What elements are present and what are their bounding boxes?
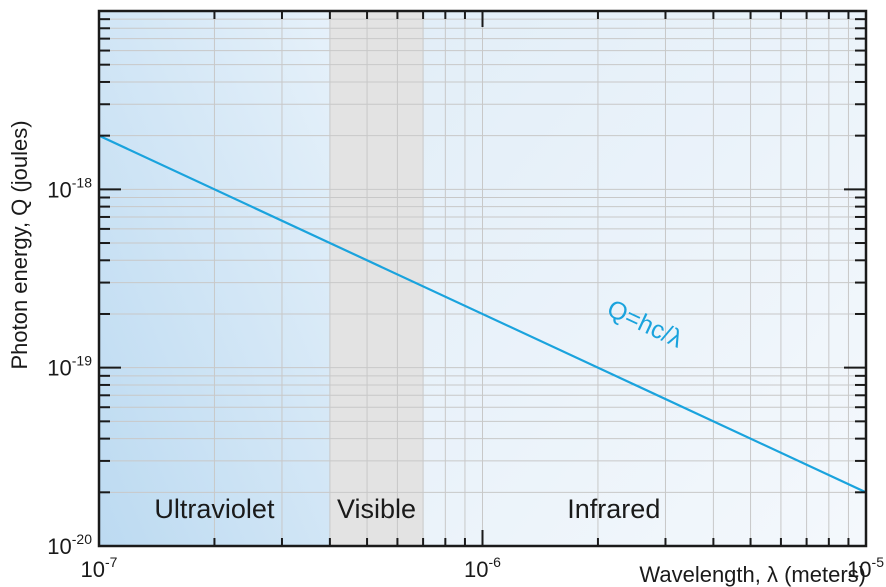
labels-layer: Wavelength, λ (meters) Photon energy, Q …	[7, 120, 884, 587]
y-tick-label: 10-20	[47, 531, 92, 559]
x-axis-label: Wavelength, λ (meters)	[639, 562, 866, 587]
series-layer	[99, 134, 866, 494]
y-tick-label: 10-18	[47, 174, 92, 202]
region-visible	[329, 11, 424, 546]
region-label: Ultraviolet	[154, 494, 275, 524]
x-tick-label: 10-6	[464, 554, 501, 582]
series-line	[99, 134, 866, 494]
y-tick-label: 10-19	[47, 353, 92, 381]
x-tick-label: 10-7	[81, 554, 118, 582]
y-axis-label: Photon energy, Q (joules)	[7, 120, 32, 369]
region-label: Infrared	[567, 494, 660, 524]
grid-layer	[99, 11, 866, 546]
frame-layer	[97, 9, 868, 548]
x-tick-label: 10-5	[847, 554, 884, 582]
region-label: Visible	[337, 494, 416, 524]
region-infrared	[423, 11, 866, 546]
